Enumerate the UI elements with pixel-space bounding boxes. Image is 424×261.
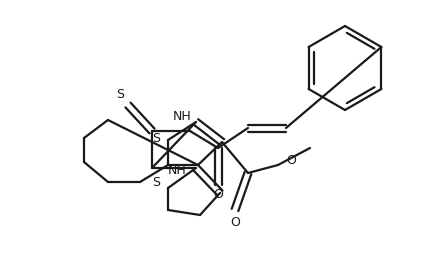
Text: S: S (152, 176, 160, 189)
Text: S: S (116, 88, 124, 102)
Text: O: O (230, 216, 240, 228)
Text: O: O (213, 188, 223, 201)
Text: NH: NH (168, 164, 187, 177)
Text: O: O (286, 153, 296, 167)
Text: NH: NH (173, 110, 191, 123)
Text: S: S (152, 132, 160, 145)
